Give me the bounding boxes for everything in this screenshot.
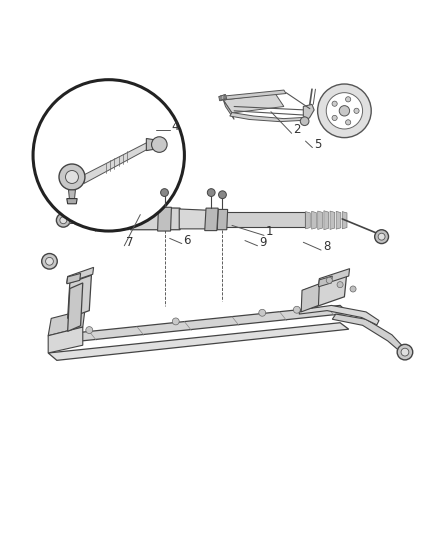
Circle shape	[59, 164, 85, 190]
Circle shape	[378, 233, 385, 240]
Polygon shape	[219, 95, 225, 100]
Circle shape	[42, 254, 57, 269]
Polygon shape	[158, 207, 171, 231]
Polygon shape	[67, 275, 92, 318]
Circle shape	[135, 172, 143, 180]
Polygon shape	[342, 212, 347, 229]
Polygon shape	[179, 209, 219, 229]
Polygon shape	[136, 188, 154, 191]
Circle shape	[397, 344, 413, 360]
Text: 9: 9	[259, 236, 267, 249]
Text: 8: 8	[323, 240, 330, 253]
Polygon shape	[128, 211, 132, 230]
Polygon shape	[146, 139, 158, 151]
Polygon shape	[223, 100, 234, 119]
Polygon shape	[96, 211, 100, 230]
Circle shape	[346, 120, 351, 125]
Circle shape	[259, 309, 266, 316]
Polygon shape	[110, 210, 113, 231]
Polygon shape	[230, 112, 305, 122]
Polygon shape	[318, 276, 332, 287]
Polygon shape	[114, 209, 118, 231]
Circle shape	[374, 230, 389, 244]
Text: 6: 6	[184, 233, 191, 247]
Circle shape	[66, 171, 78, 183]
Polygon shape	[131, 207, 180, 230]
Circle shape	[207, 189, 215, 197]
Polygon shape	[48, 327, 83, 353]
Circle shape	[332, 115, 337, 120]
Circle shape	[57, 213, 70, 227]
Circle shape	[354, 108, 359, 114]
Polygon shape	[299, 305, 379, 325]
Polygon shape	[48, 322, 349, 360]
Polygon shape	[330, 211, 335, 229]
Text: 4: 4	[171, 120, 179, 133]
Circle shape	[350, 286, 356, 292]
Polygon shape	[124, 210, 127, 230]
Polygon shape	[219, 94, 227, 101]
Circle shape	[293, 306, 300, 313]
Polygon shape	[318, 269, 350, 286]
Circle shape	[300, 117, 309, 126]
Circle shape	[33, 80, 184, 231]
Circle shape	[219, 191, 226, 199]
Polygon shape	[304, 104, 314, 119]
Polygon shape	[218, 213, 305, 227]
Polygon shape	[336, 211, 341, 229]
Polygon shape	[67, 273, 81, 284]
Circle shape	[46, 257, 53, 265]
Polygon shape	[133, 211, 136, 230]
Polygon shape	[217, 209, 228, 230]
Polygon shape	[48, 310, 85, 336]
Polygon shape	[301, 284, 319, 312]
Polygon shape	[48, 305, 349, 343]
Polygon shape	[67, 268, 94, 283]
Polygon shape	[138, 191, 152, 208]
Circle shape	[332, 101, 337, 106]
Circle shape	[326, 277, 332, 284]
Circle shape	[86, 327, 93, 334]
Circle shape	[339, 106, 350, 116]
Circle shape	[401, 348, 409, 356]
Circle shape	[346, 96, 351, 102]
Polygon shape	[100, 211, 104, 230]
Text: 1: 1	[266, 225, 273, 238]
Polygon shape	[84, 141, 150, 183]
Polygon shape	[324, 211, 328, 230]
Circle shape	[161, 189, 168, 197]
Circle shape	[139, 179, 152, 191]
Polygon shape	[68, 190, 75, 199]
Polygon shape	[223, 93, 284, 113]
Polygon shape	[332, 314, 405, 354]
Polygon shape	[318, 211, 322, 229]
Text: 5: 5	[314, 138, 321, 151]
Circle shape	[172, 318, 179, 325]
Circle shape	[318, 84, 371, 138]
Polygon shape	[219, 90, 286, 100]
Polygon shape	[205, 208, 218, 231]
Polygon shape	[67, 199, 77, 204]
Circle shape	[60, 217, 67, 224]
Text: 7: 7	[126, 236, 134, 249]
Polygon shape	[67, 283, 83, 332]
Polygon shape	[66, 217, 96, 224]
Circle shape	[152, 137, 167, 152]
Circle shape	[326, 93, 363, 129]
Text: 2: 2	[293, 123, 301, 136]
Polygon shape	[105, 210, 109, 230]
Polygon shape	[119, 210, 123, 231]
Circle shape	[337, 281, 343, 288]
Polygon shape	[301, 275, 346, 312]
Polygon shape	[305, 212, 310, 229]
Polygon shape	[311, 211, 316, 229]
